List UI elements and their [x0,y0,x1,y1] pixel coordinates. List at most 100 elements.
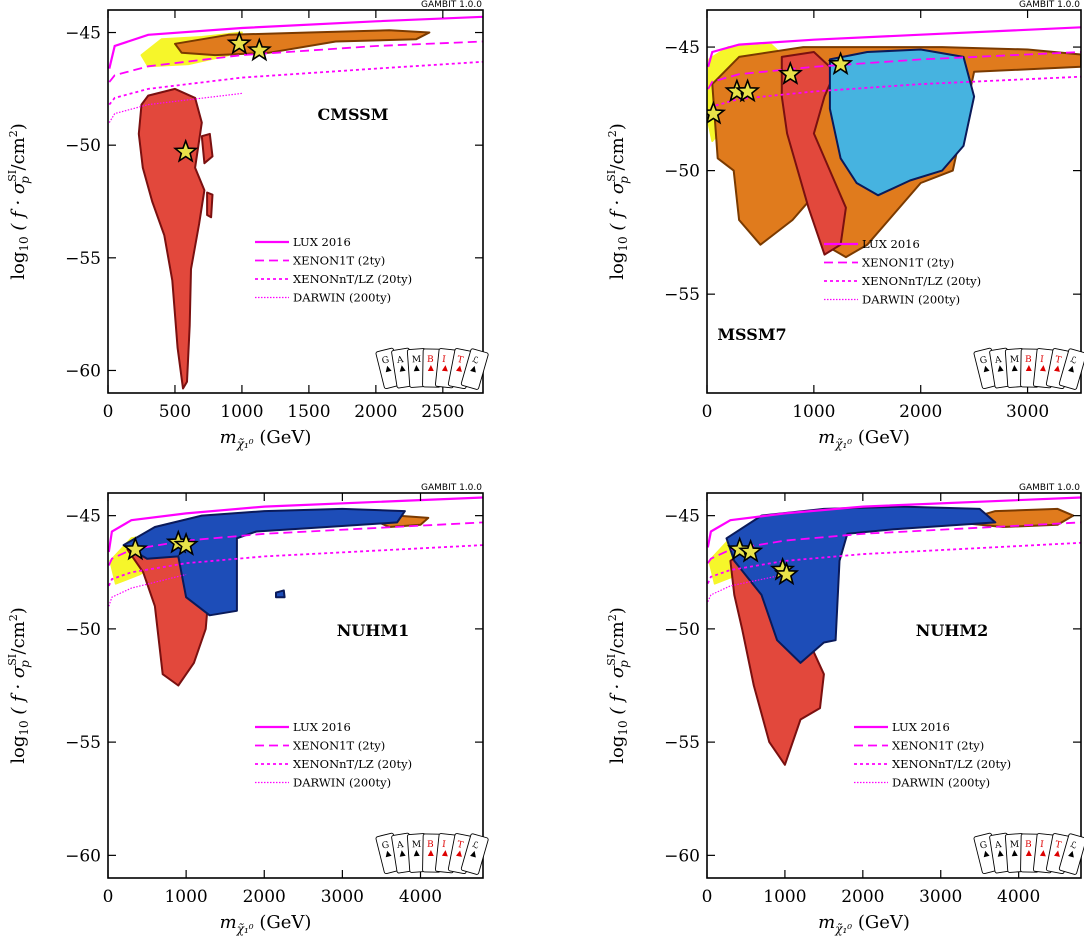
logo-card-suit [997,850,1004,857]
x-tick-label: 500 [159,402,191,422]
x-tick-label: 1000 [220,402,263,422]
x-tick-label: 2500 [421,402,464,422]
limit-curve-xenonnt [108,60,483,106]
x-axis-label: mχ̃₁⁰ (GeV) [818,912,910,936]
logo-card-suit [427,365,434,372]
limit-curve-xenonnt [707,541,1081,584]
y-axis-label: log10 ( f · σSIp /cm2) [605,607,631,764]
x-tick-label: 0 [702,887,713,907]
logo-card: ℒ [1058,348,1084,390]
logo-card-letter: I [442,355,447,365]
plot-area [108,496,483,687]
plot-area [108,15,483,390]
credible-region [200,132,214,165]
logo-card-letter: ℒ [1069,840,1078,852]
logo-card-letter: T [456,355,464,366]
credible-region [137,87,206,390]
x-tick-label: 1000 [792,402,835,422]
logo-card-suit [983,365,990,373]
y-tick-label: −60 [65,846,101,866]
logo-card-letter: B [427,355,434,365]
logo-card-letter: B [1025,355,1032,365]
model-label: MSSM7 [717,325,786,344]
best-fit-star [734,78,761,103]
logo-card-letter: ℒ [1069,355,1078,367]
y-tick-label: −45 [65,507,101,527]
logo-card: ℒ [1058,833,1084,875]
x-tick-label: 0 [702,402,713,422]
limit-curve-lux [707,26,1081,68]
logo-card-letter: T [456,840,464,851]
logo-card-letter: M [412,840,422,851]
logo-card-suit [1011,850,1018,857]
logo-card-suit [385,365,392,373]
y-axis-label: log10 ( f · σSIp /cm2) [6,123,32,280]
gambit-version-label: GAMBIT 1.0.0 [1019,483,1080,493]
y-tick-label: −60 [664,846,700,866]
credible-region [725,505,997,664]
best-fit-star [827,51,854,76]
logo-card-letter: G [381,840,390,851]
logo-card-letter: G [979,355,988,366]
panel-frame [706,492,1082,879]
logo-card-letter: T [1054,840,1062,851]
logo-card-suit [470,365,476,373]
logo-card-suit [441,850,448,857]
credible-region [828,48,976,197]
limit-curve-xenon1t [707,521,1081,564]
logo-card-letter: M [1010,355,1020,366]
limit-curve-xenon1t [108,521,483,566]
logo-card-letter: I [1040,355,1045,365]
legend-entry: XENONnT/LZ (20ty) [293,757,412,771]
gambit-version-label: GAMBIT 1.0.0 [421,483,482,493]
logo-card-suit [427,850,434,857]
logo-card-suit [1068,365,1074,373]
panel-frame [706,9,1082,394]
logo-card-suit [1025,850,1032,857]
y-tick-label: −55 [65,249,101,269]
y-tick-label: −45 [664,507,700,527]
limit-curve-xenon1t [707,51,1081,90]
best-fit-star [226,30,252,55]
credible-region [275,589,286,599]
logo-card-suit [1025,365,1032,372]
y-tick-label: −45 [664,38,700,58]
logo-card-suit [385,850,392,858]
best-fit-star [122,536,149,561]
x-tick-label: 4000 [399,887,442,907]
panel-nuhm2: 0 1000 2000 3000 4000 −45 −50 −55 −60 mχ̃₁⁰ (GeV)… [605,483,1084,936]
plot-area [707,26,1081,259]
logo-card-letter: M [1010,840,1020,851]
best-fit-star [246,37,272,62]
logo-card-suit [413,365,420,372]
y-tick-label: −50 [664,620,700,640]
legend-entry: LUX 2016 [892,720,950,734]
limit-curve-xenon1t [108,40,483,83]
logo-card-letter: G [979,840,988,851]
gambit-version-label: GAMBIT 1.0.0 [421,0,482,10]
x-tick-label: 3000 [321,887,364,907]
logo-card-suit [1068,850,1074,858]
logo-card-letter: ℒ [471,840,480,852]
logo-card-suit [997,365,1004,372]
y-axis-label: log10 ( f · σSIp /cm2) [6,607,32,764]
y-tick-label: −60 [65,361,101,381]
logo-card-suit [413,850,420,857]
legend-entry: LUX 2016 [862,237,920,251]
limit-curve-xenonnt [108,544,483,587]
logo-card-letter: I [442,840,447,850]
legend-entry: XENON1T (2ty) [892,739,984,753]
legend-entry: LUX 2016 [293,720,351,734]
limit-curve-lux [108,15,483,69]
x-tick-label: 4000 [997,887,1040,907]
logo-card-suit [441,365,448,372]
panel-cmssm: 0 500 1000 1500 2000 2500 −45 −50 −55 −60 mχ̃₁⁰ (G… [6,0,489,451]
best-fit-star [173,138,199,163]
legend-entry: XENONnT/LZ (20ty) [862,274,981,288]
x-tick-label: 1500 [287,402,330,422]
legend-entry: DARWIN (200ty) [862,293,960,307]
best-fit-star [777,60,803,85]
panel-mssm7: 0 1000 2000 3000 −45 −50 −55 mχ̃₁⁰ (GeV) log10 (… [605,0,1084,451]
limit-curve-lux [108,496,483,553]
